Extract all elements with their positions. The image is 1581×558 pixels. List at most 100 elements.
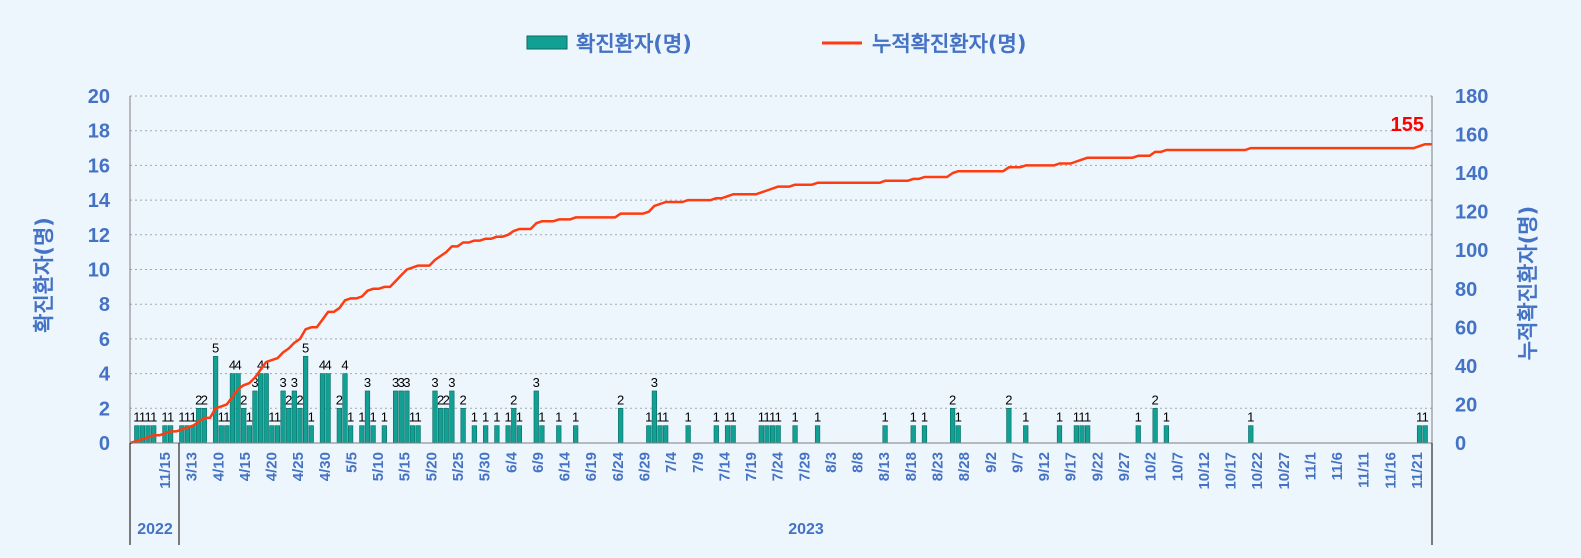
y-right-tick-label: 180	[1455, 86, 1488, 108]
bar-data-label: 4	[324, 358, 331, 373]
bar-data-label: 4	[234, 358, 241, 373]
bar-data-label: 3	[431, 375, 438, 390]
x-tick-label: 8/18	[903, 452, 920, 481]
bar-data-label: 1	[1078, 410, 1085, 425]
bar	[663, 425, 669, 444]
bar-data-label: 1	[685, 410, 692, 425]
y-left-tick-label: 8	[99, 294, 110, 316]
bar	[325, 373, 331, 444]
x-axis: 11/15 3/13 4/10 4/15 4/20 4/25 4/30 5/5 5/10 5/15…	[129, 96, 1433, 545]
bar-data-label: 1	[662, 410, 669, 425]
bar-data-label: 1	[144, 410, 151, 425]
y-left-tick-label: 0	[99, 433, 110, 455]
y-right-tick-label: 20	[1455, 394, 1477, 416]
y-right-tick-label: 80	[1455, 279, 1477, 301]
bar-data-label: 3	[448, 375, 455, 390]
bar	[342, 373, 348, 444]
bar	[792, 425, 798, 444]
bar	[483, 425, 489, 444]
x-tick-label: 8/28	[956, 452, 973, 481]
bar	[1416, 425, 1423, 444]
bar	[814, 425, 821, 444]
bar	[438, 407, 444, 444]
x-tick-label: 7/24	[770, 451, 787, 481]
bar	[955, 425, 961, 444]
year-label-2023: 2023	[788, 521, 824, 538]
legend-bar-swatch	[526, 35, 568, 50]
bar	[1085, 425, 1091, 444]
x-tick-label: 10/22	[1249, 452, 1266, 490]
bar-data-label: 1	[161, 410, 168, 425]
bar-data-label: 2	[617, 392, 624, 407]
bar-data-label: 1	[730, 410, 737, 425]
bar-data-label: 2	[240, 392, 247, 407]
bar	[460, 407, 466, 444]
bar	[297, 407, 303, 444]
x-tick-label: 4/30	[317, 452, 334, 481]
bar-data-label: 1	[189, 410, 196, 425]
x-tick-label: 9/7	[1009, 452, 1026, 473]
bar-data-label: 1	[881, 410, 888, 425]
bar-data-label: 1	[713, 410, 720, 425]
bar-data-label: 2	[195, 392, 202, 407]
bar	[539, 425, 545, 444]
bar	[145, 425, 151, 444]
bar	[252, 390, 258, 444]
bar-data-label: 3	[403, 375, 410, 390]
x-tick-label: 10/2	[1143, 452, 1160, 481]
bar-data-label: 4	[257, 358, 264, 373]
bar-data-label: 1	[1084, 410, 1091, 425]
bar	[257, 373, 264, 444]
bar-data-label: 1	[1056, 410, 1063, 425]
bar-data-label: 2	[443, 392, 450, 407]
bar	[235, 373, 241, 444]
bar-data-label: 1	[133, 410, 140, 425]
x-tick-label: 4/25	[290, 452, 307, 481]
bar-data-label: 1	[814, 410, 821, 425]
x-tick-label: 6/19	[583, 452, 600, 481]
y-left-tick-label: 6	[99, 329, 110, 351]
bar-data-label: 2	[949, 392, 956, 407]
bar	[573, 425, 579, 444]
bar-data-label: 3	[364, 375, 371, 390]
bar-data-label: 1	[308, 410, 315, 425]
bar	[393, 390, 399, 444]
bar-data-label: 1	[1163, 410, 1170, 425]
bar-data-label: 1	[482, 410, 489, 425]
legend-bar-label: 확진환자(명)	[576, 32, 692, 56]
bar-data-label: 1	[415, 410, 422, 425]
y-left-tick-label: 16	[88, 155, 110, 177]
x-tick-label: 5/5	[344, 452, 361, 473]
x-tick-label: 9/22	[1089, 452, 1106, 481]
y-right-tick-label: 160	[1455, 125, 1488, 147]
bar	[302, 355, 309, 444]
x-tick-label: 10/27	[1276, 452, 1293, 490]
bar-data-label: 2	[201, 392, 208, 407]
bar	[1073, 425, 1079, 444]
x-tick-label: 10/17	[1223, 452, 1240, 490]
y-right-tick-label: 40	[1455, 356, 1477, 378]
y-left-axis-title: 확진환자(명)	[32, 217, 56, 333]
bar-data-label: 1	[347, 410, 354, 425]
bar	[359, 425, 365, 444]
bar	[556, 425, 562, 444]
x-tick-label: 5/15	[397, 452, 414, 481]
bar-data-label: 1	[1135, 410, 1142, 425]
bar-data-label: 1	[555, 410, 562, 425]
bar-data-label: 3	[651, 375, 658, 390]
y-right-axis-title: 누적확진환자(명)	[1516, 206, 1540, 360]
bar-data-label: 1	[775, 410, 782, 425]
bar	[775, 425, 781, 444]
x-tick-label: 4/15	[237, 452, 254, 481]
bar-data-label: 1	[268, 410, 275, 425]
bar-data-label: 1	[471, 410, 478, 425]
bar	[685, 425, 691, 444]
bar	[1248, 425, 1254, 444]
x-tick-label: 5/30	[477, 452, 494, 481]
bar	[196, 407, 202, 444]
year-label-2022: 2022	[137, 521, 173, 538]
bar-data-label: 2	[460, 392, 467, 407]
bar-data-label: 1	[538, 410, 545, 425]
bar-data-label: 3	[251, 375, 258, 390]
